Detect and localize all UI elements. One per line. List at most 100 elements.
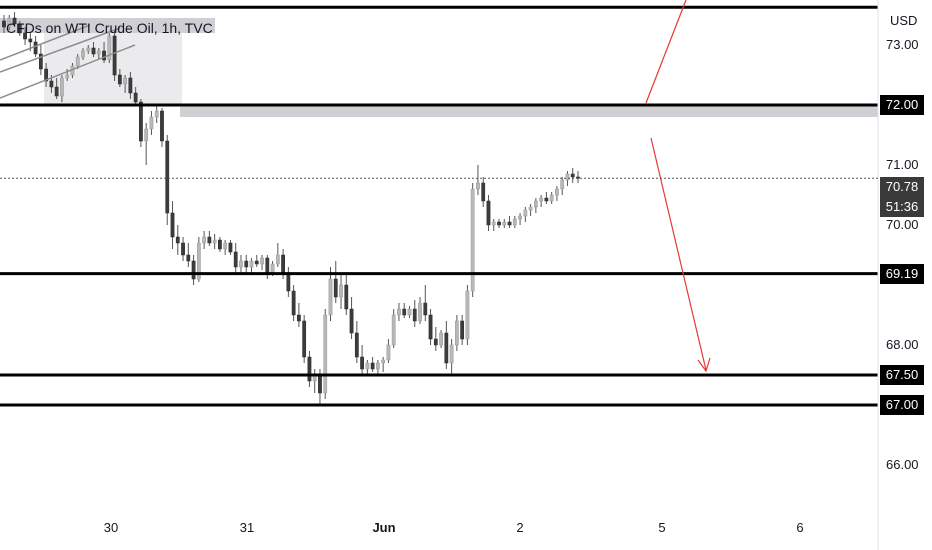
candle-body [307, 356, 312, 382]
candle [512, 216, 517, 228]
candle [265, 255, 270, 279]
chart-title: CFDs on WTI Crude Oil, 1h, TVC [6, 20, 213, 36]
time-tick-label: 5 [658, 520, 666, 535]
candle-body [49, 80, 54, 88]
candle-body [149, 116, 154, 130]
drawings[interactable] [0, 0, 711, 373]
trend-line[interactable] [0, 44, 136, 99]
candle [128, 72, 133, 99]
candle-body [518, 215, 522, 220]
candle-body [54, 86, 59, 97]
candle-body [481, 182, 486, 202]
candle [444, 321, 449, 369]
candle-body [17, 23, 22, 34]
candle [570, 168, 575, 183]
candle-body [107, 35, 112, 61]
candle-body [491, 221, 496, 226]
candle [412, 300, 417, 327]
candle-body [260, 257, 264, 265]
candle [112, 30, 117, 81]
candle-body [270, 263, 275, 274]
candle-body [291, 290, 296, 316]
candle-body [160, 110, 164, 142]
candle-body [212, 239, 217, 244]
resistance-zone [180, 105, 878, 117]
candle-body [33, 41, 38, 55]
candle [117, 69, 122, 87]
candle-body [386, 344, 391, 361]
trend-line[interactable] [0, 24, 91, 61]
candle [518, 213, 522, 225]
candle-body [454, 320, 459, 346]
candle-body [28, 38, 33, 43]
candle-body [191, 260, 196, 280]
candle-body [423, 302, 428, 316]
candle-body [549, 194, 554, 202]
candle [333, 261, 338, 303]
candle-body [328, 278, 333, 316]
candle [144, 123, 149, 165]
candle-body [133, 92, 138, 103]
projection-arrow-down[interactable] [650, 137, 707, 371]
candle-body [244, 260, 249, 268]
last-price-tag: 70.78 51:36 [880, 177, 924, 217]
currency-label[interactable]: USD [890, 13, 918, 28]
candle-body [339, 284, 343, 298]
last-price-value: 70.78 [885, 179, 919, 194]
trend-line[interactable] [0, 27, 121, 73]
candle-body [318, 374, 322, 394]
candle-body [302, 320, 307, 358]
candle [175, 225, 180, 255]
candle [54, 78, 59, 99]
candle-body [91, 47, 96, 55]
candle [428, 309, 433, 345]
candle [81, 48, 85, 60]
candle-body [23, 32, 27, 40]
candle-body [286, 272, 291, 292]
candle-body [154, 110, 159, 118]
candle-body [75, 56, 80, 67]
candle-body [539, 197, 544, 202]
candle [60, 75, 64, 102]
candle [254, 255, 259, 267]
price-tick-label: 71.00 [886, 157, 919, 172]
candle [239, 255, 243, 273]
candle [502, 219, 507, 228]
candle [102, 42, 106, 63]
candle [533, 198, 538, 213]
candle [476, 165, 480, 195]
candle [133, 87, 138, 105]
candle-body [407, 308, 412, 316]
candle-body [44, 68, 49, 82]
projection-arrow-up[interactable] [645, 0, 687, 104]
candle [218, 237, 222, 252]
candle [486, 195, 491, 231]
candle-body [228, 242, 233, 253]
time-tick-label: 30 [103, 520, 119, 535]
candle-body [465, 290, 470, 340]
candle [160, 108, 164, 147]
candle [439, 330, 443, 348]
candle-body [555, 188, 559, 196]
candle-body [60, 77, 64, 97]
level-price-tag: 69.19 [880, 263, 924, 284]
candle [297, 303, 301, 327]
candle [391, 309, 396, 348]
candle-body [560, 179, 565, 190]
candle-body [181, 242, 185, 256]
candle-body [86, 47, 91, 52]
candle-body [512, 218, 517, 226]
candle-body [112, 35, 117, 76]
candle [91, 42, 96, 57]
candle [2, 15, 6, 33]
candle-body [507, 221, 512, 226]
candle [454, 315, 459, 351]
candle [523, 207, 528, 222]
candle-body [439, 332, 443, 346]
horizontal-levels[interactable] [0, 5, 878, 407]
candle-body [175, 236, 180, 244]
time-tick-label: 6 [796, 520, 804, 535]
candle [402, 303, 407, 318]
arrow-head-icon [697, 357, 711, 373]
